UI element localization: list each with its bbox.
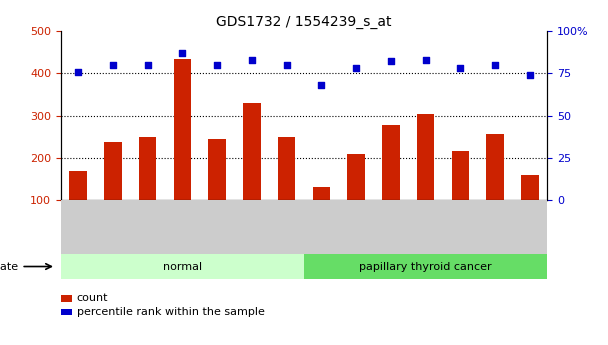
Bar <box>313 187 330 200</box>
Point <box>282 62 291 68</box>
Bar <box>139 137 156 200</box>
Bar <box>278 137 295 200</box>
Point <box>74 69 83 75</box>
Point <box>490 62 500 68</box>
Text: normal: normal <box>163 262 202 272</box>
Point <box>178 50 187 56</box>
Point <box>386 59 396 64</box>
Bar <box>382 125 399 200</box>
Point <box>351 66 361 71</box>
Point <box>421 57 430 62</box>
Bar <box>347 154 365 200</box>
Bar <box>104 142 122 200</box>
Title: GDS1732 / 1554239_s_at: GDS1732 / 1554239_s_at <box>216 14 392 29</box>
Point <box>143 62 153 68</box>
Point <box>455 66 465 71</box>
Bar <box>61 254 304 279</box>
Bar <box>69 170 87 200</box>
Bar <box>521 175 539 200</box>
Bar <box>486 134 504 200</box>
Bar <box>61 200 547 254</box>
Point <box>317 82 326 88</box>
Bar <box>209 139 226 200</box>
Text: count: count <box>77 294 108 303</box>
Bar <box>417 114 434 200</box>
Bar <box>452 151 469 200</box>
Bar <box>174 59 191 200</box>
Point <box>108 62 118 68</box>
Bar <box>61 295 72 302</box>
Text: percentile rank within the sample: percentile rank within the sample <box>77 307 264 317</box>
Bar <box>61 309 72 315</box>
Point <box>247 57 257 62</box>
Text: papillary thyroid cancer: papillary thyroid cancer <box>359 262 492 272</box>
Text: disease state: disease state <box>0 262 18 272</box>
Point <box>525 72 534 78</box>
Point <box>212 62 222 68</box>
Bar <box>243 103 261 200</box>
Bar <box>304 254 547 279</box>
